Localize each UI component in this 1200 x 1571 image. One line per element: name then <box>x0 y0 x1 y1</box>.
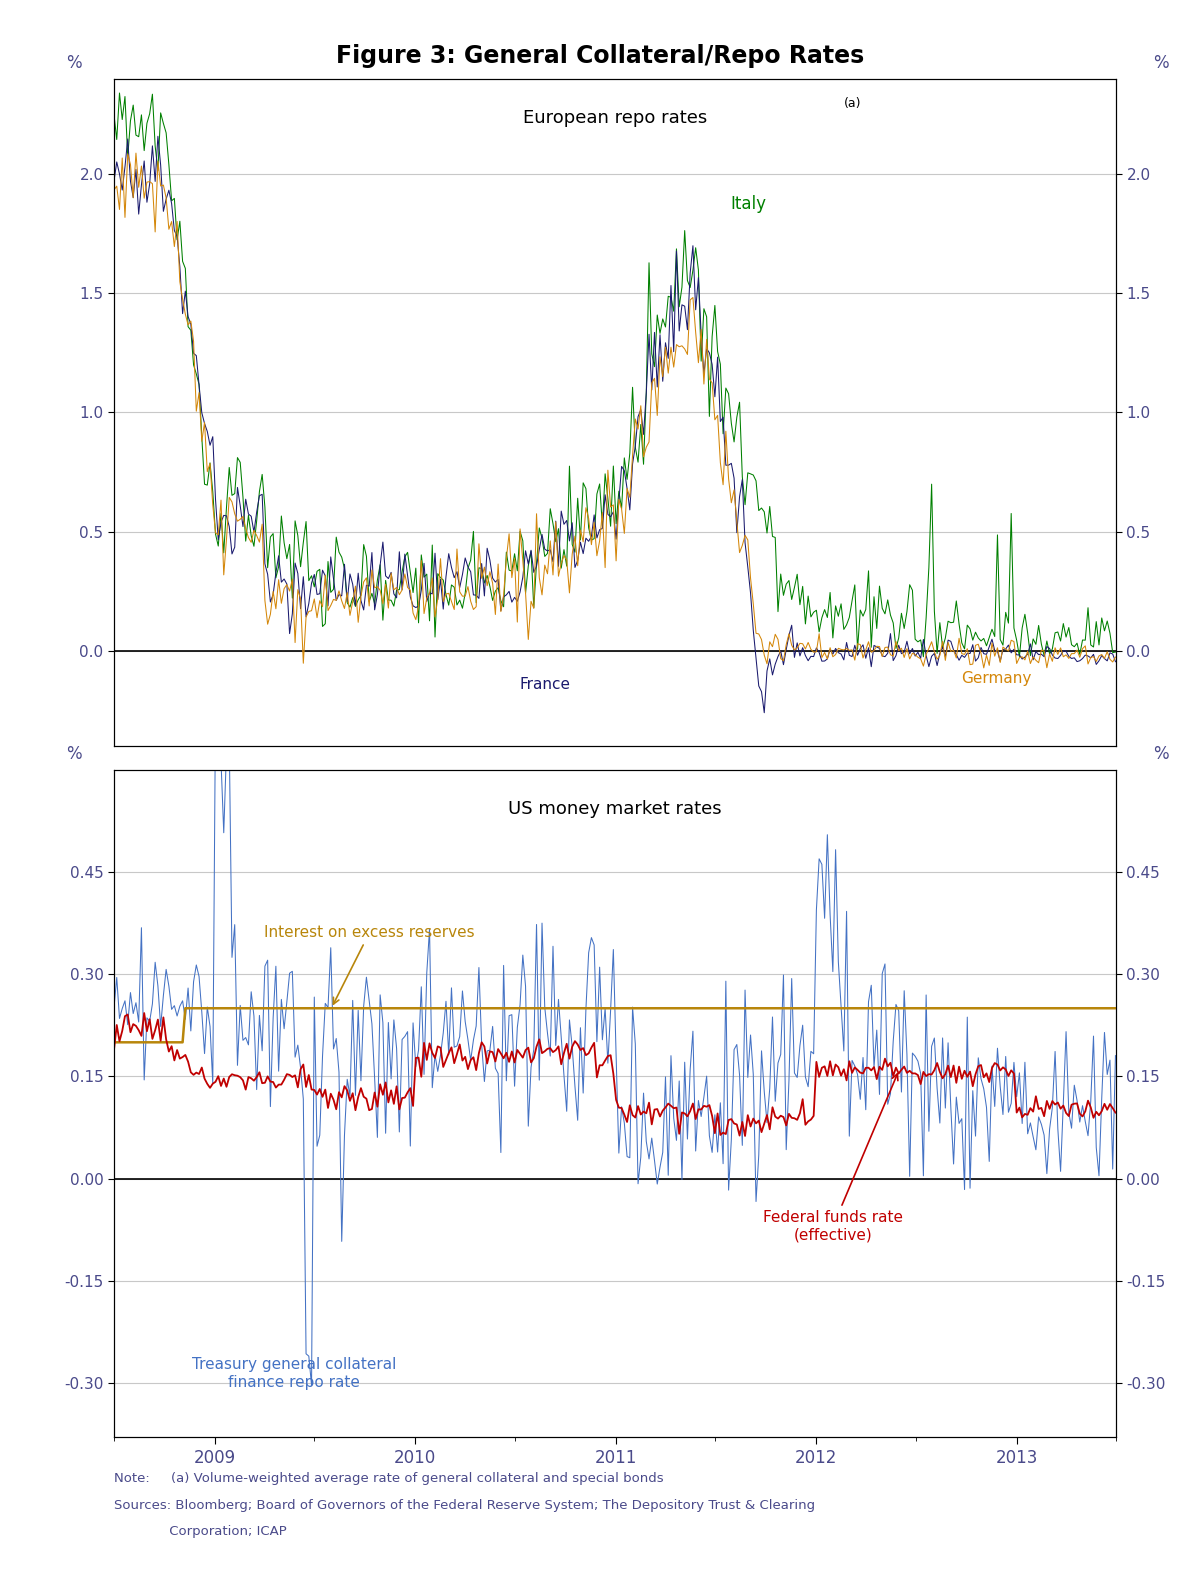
Text: Italy: Italy <box>731 195 767 212</box>
Y-axis label: %: % <box>1153 53 1169 72</box>
Text: US money market rates: US money market rates <box>508 800 722 818</box>
Text: Interest on excess reserves: Interest on excess reserves <box>264 925 475 1004</box>
Y-axis label: %: % <box>66 53 82 72</box>
Y-axis label: %: % <box>66 745 82 764</box>
Text: Figure 3: General Collateral/Repo Rates: Figure 3: General Collateral/Repo Rates <box>336 44 864 68</box>
Text: (a): (a) <box>844 97 860 110</box>
Text: Corporation; ICAP: Corporation; ICAP <box>114 1525 287 1538</box>
Text: Federal funds rate
(effective): Federal funds rate (effective) <box>763 1075 902 1243</box>
Text: France: France <box>520 677 571 693</box>
Text: Note:     (a) Volume-weighted average rate of general collateral and special bon: Note: (a) Volume-weighted average rate o… <box>114 1472 664 1485</box>
Text: European repo rates: European repo rates <box>523 108 707 127</box>
Y-axis label: %: % <box>1153 745 1169 764</box>
Text: Treasury general collateral
finance repo rate: Treasury general collateral finance repo… <box>192 1357 396 1390</box>
Text: Germany: Germany <box>961 671 1031 687</box>
Text: Sources: Bloomberg; Board of Governors of the Federal Reserve System; The Deposi: Sources: Bloomberg; Board of Governors o… <box>114 1499 815 1511</box>
